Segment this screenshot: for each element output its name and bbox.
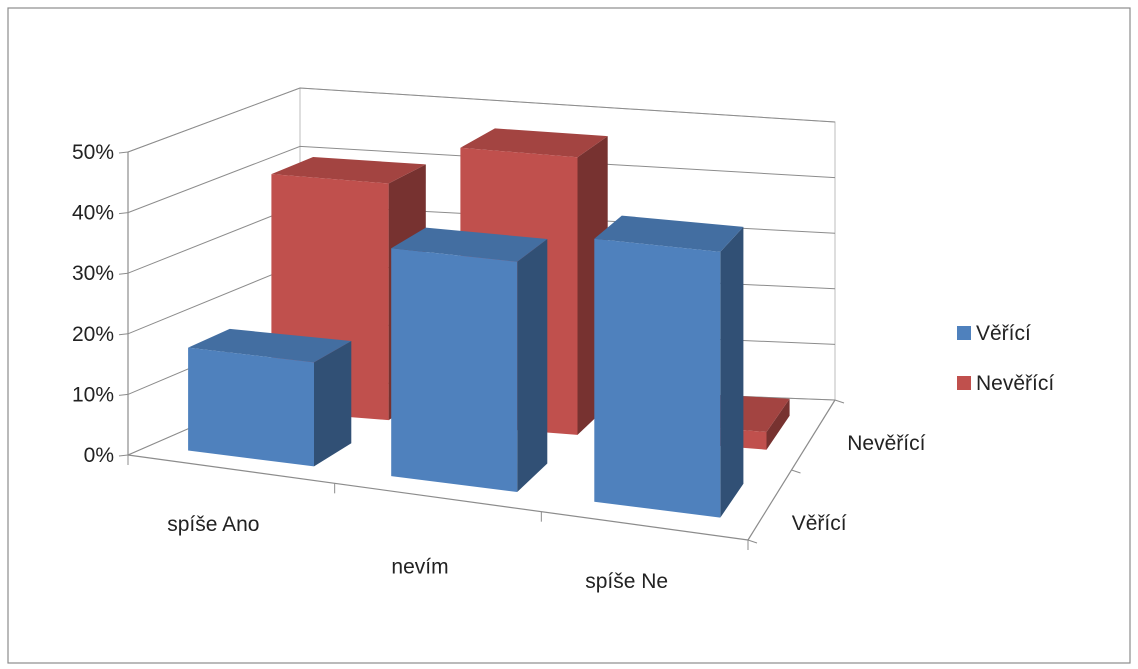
y-tick [118, 272, 129, 275]
legend-swatch [957, 376, 971, 390]
bar-series-1-2 [391, 227, 548, 492]
y-tick-label: 30% [72, 262, 114, 285]
bar-side [517, 239, 548, 492]
x-tick-label: spíše Ne [585, 570, 668, 593]
legend-swatch [957, 326, 971, 340]
depth-tick-label: Věřící [792, 512, 847, 535]
y-tick [118, 151, 129, 154]
bar-top [188, 328, 352, 363]
y-tick [118, 393, 129, 396]
x-tick-label: spíše Ano [167, 513, 259, 536]
depth-tick [791, 469, 801, 474]
bar-side [314, 341, 352, 467]
y-tick-label: 0% [84, 444, 114, 467]
axes [118, 151, 845, 550]
legend-label: Věřící [976, 322, 1031, 345]
axis-labels: 0% 10% 20% 30% 40% 50% spíše Ano nevím spíše Ne V… [72, 141, 926, 593]
bar-front [391, 248, 518, 492]
depth-tick-label: Nevěřící [847, 432, 925, 455]
y-tick-label: 10% [72, 383, 114, 406]
bar-top [271, 157, 426, 184]
bar-series-1-3 [594, 215, 744, 518]
gridline [127, 87, 836, 153]
y-tick [118, 454, 129, 457]
y-tick-label: 20% [72, 323, 114, 346]
y-tick [118, 212, 129, 215]
y-tick [118, 333, 129, 336]
bar-side [720, 226, 744, 518]
legend-label: Nevěřící [976, 372, 1054, 395]
bar-front [594, 238, 721, 518]
bar-top [460, 128, 608, 158]
bar-series-1-1 [188, 328, 352, 467]
y-tick-label: 50% [72, 141, 114, 164]
depth-tick [834, 399, 845, 404]
legend: Věřící Nevěřící [957, 322, 1054, 395]
gridline [127, 145, 836, 214]
x-axis [127, 454, 749, 541]
depth-tick [747, 539, 758, 544]
bar-top [391, 227, 548, 262]
bars [188, 128, 790, 518]
bar-top [594, 215, 744, 252]
bar-side [766, 398, 790, 450]
x-tick-label: nevím [391, 556, 448, 579]
bar-front [188, 347, 314, 467]
y-tick-label: 40% [72, 202, 114, 225]
